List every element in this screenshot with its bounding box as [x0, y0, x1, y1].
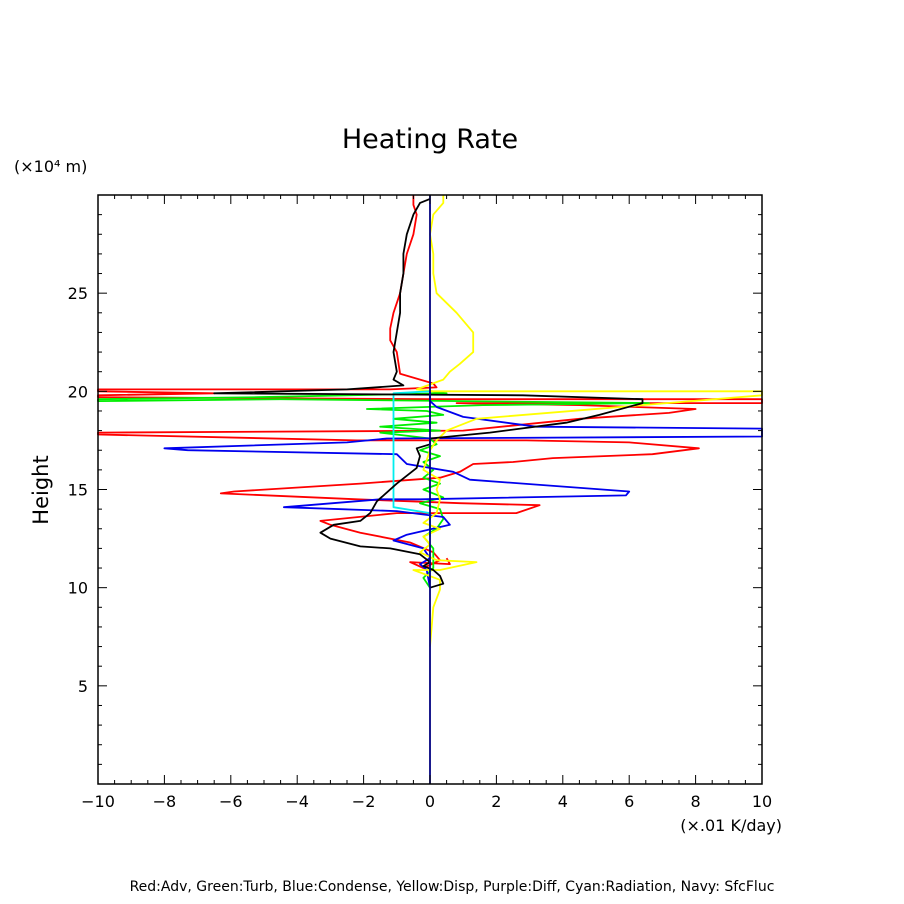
- x-tick-label: −10: [81, 792, 115, 811]
- y-tick-label: 5: [78, 677, 88, 696]
- x-tick-label: −6: [219, 792, 243, 811]
- series-line-2: [97, 390, 650, 589]
- series-layer: [97, 195, 763, 784]
- x-tick-label: 10: [752, 792, 772, 811]
- y-tick-label: 20: [68, 382, 88, 401]
- series-line-6: [213, 198, 644, 589]
- x-tick-label: −4: [285, 792, 309, 811]
- x-tick-label: 4: [558, 792, 568, 811]
- axis-ticks: −10 −8 −6 −4 −2 0 2 4 6 8 10 5 10 15 20 25: [68, 194, 772, 811]
- x-tick-label: −2: [352, 792, 376, 811]
- x-tick-label: 0: [425, 792, 435, 811]
- y-tick-label: 10: [68, 579, 88, 598]
- x-tick-label: 6: [624, 792, 634, 811]
- x-tick-label: 8: [691, 792, 701, 811]
- series-line-4: [412, 195, 763, 647]
- y-axis-unit: (×10⁴ m): [14, 157, 87, 176]
- series-line-3: [163, 391, 763, 588]
- y-tick-label: 25: [68, 284, 88, 303]
- chart-title: Heating Rate: [342, 124, 518, 155]
- x-tick-label: 2: [491, 792, 501, 811]
- legend-footer: Red:Adv, Green:Turb, Blue:Condense, Yell…: [130, 879, 775, 895]
- y-tick-label: 15: [68, 481, 88, 500]
- y-axis-label: Height: [29, 455, 53, 524]
- x-tick-label: −8: [153, 792, 177, 811]
- x-axis-label: (×.01 K/day): [680, 816, 782, 835]
